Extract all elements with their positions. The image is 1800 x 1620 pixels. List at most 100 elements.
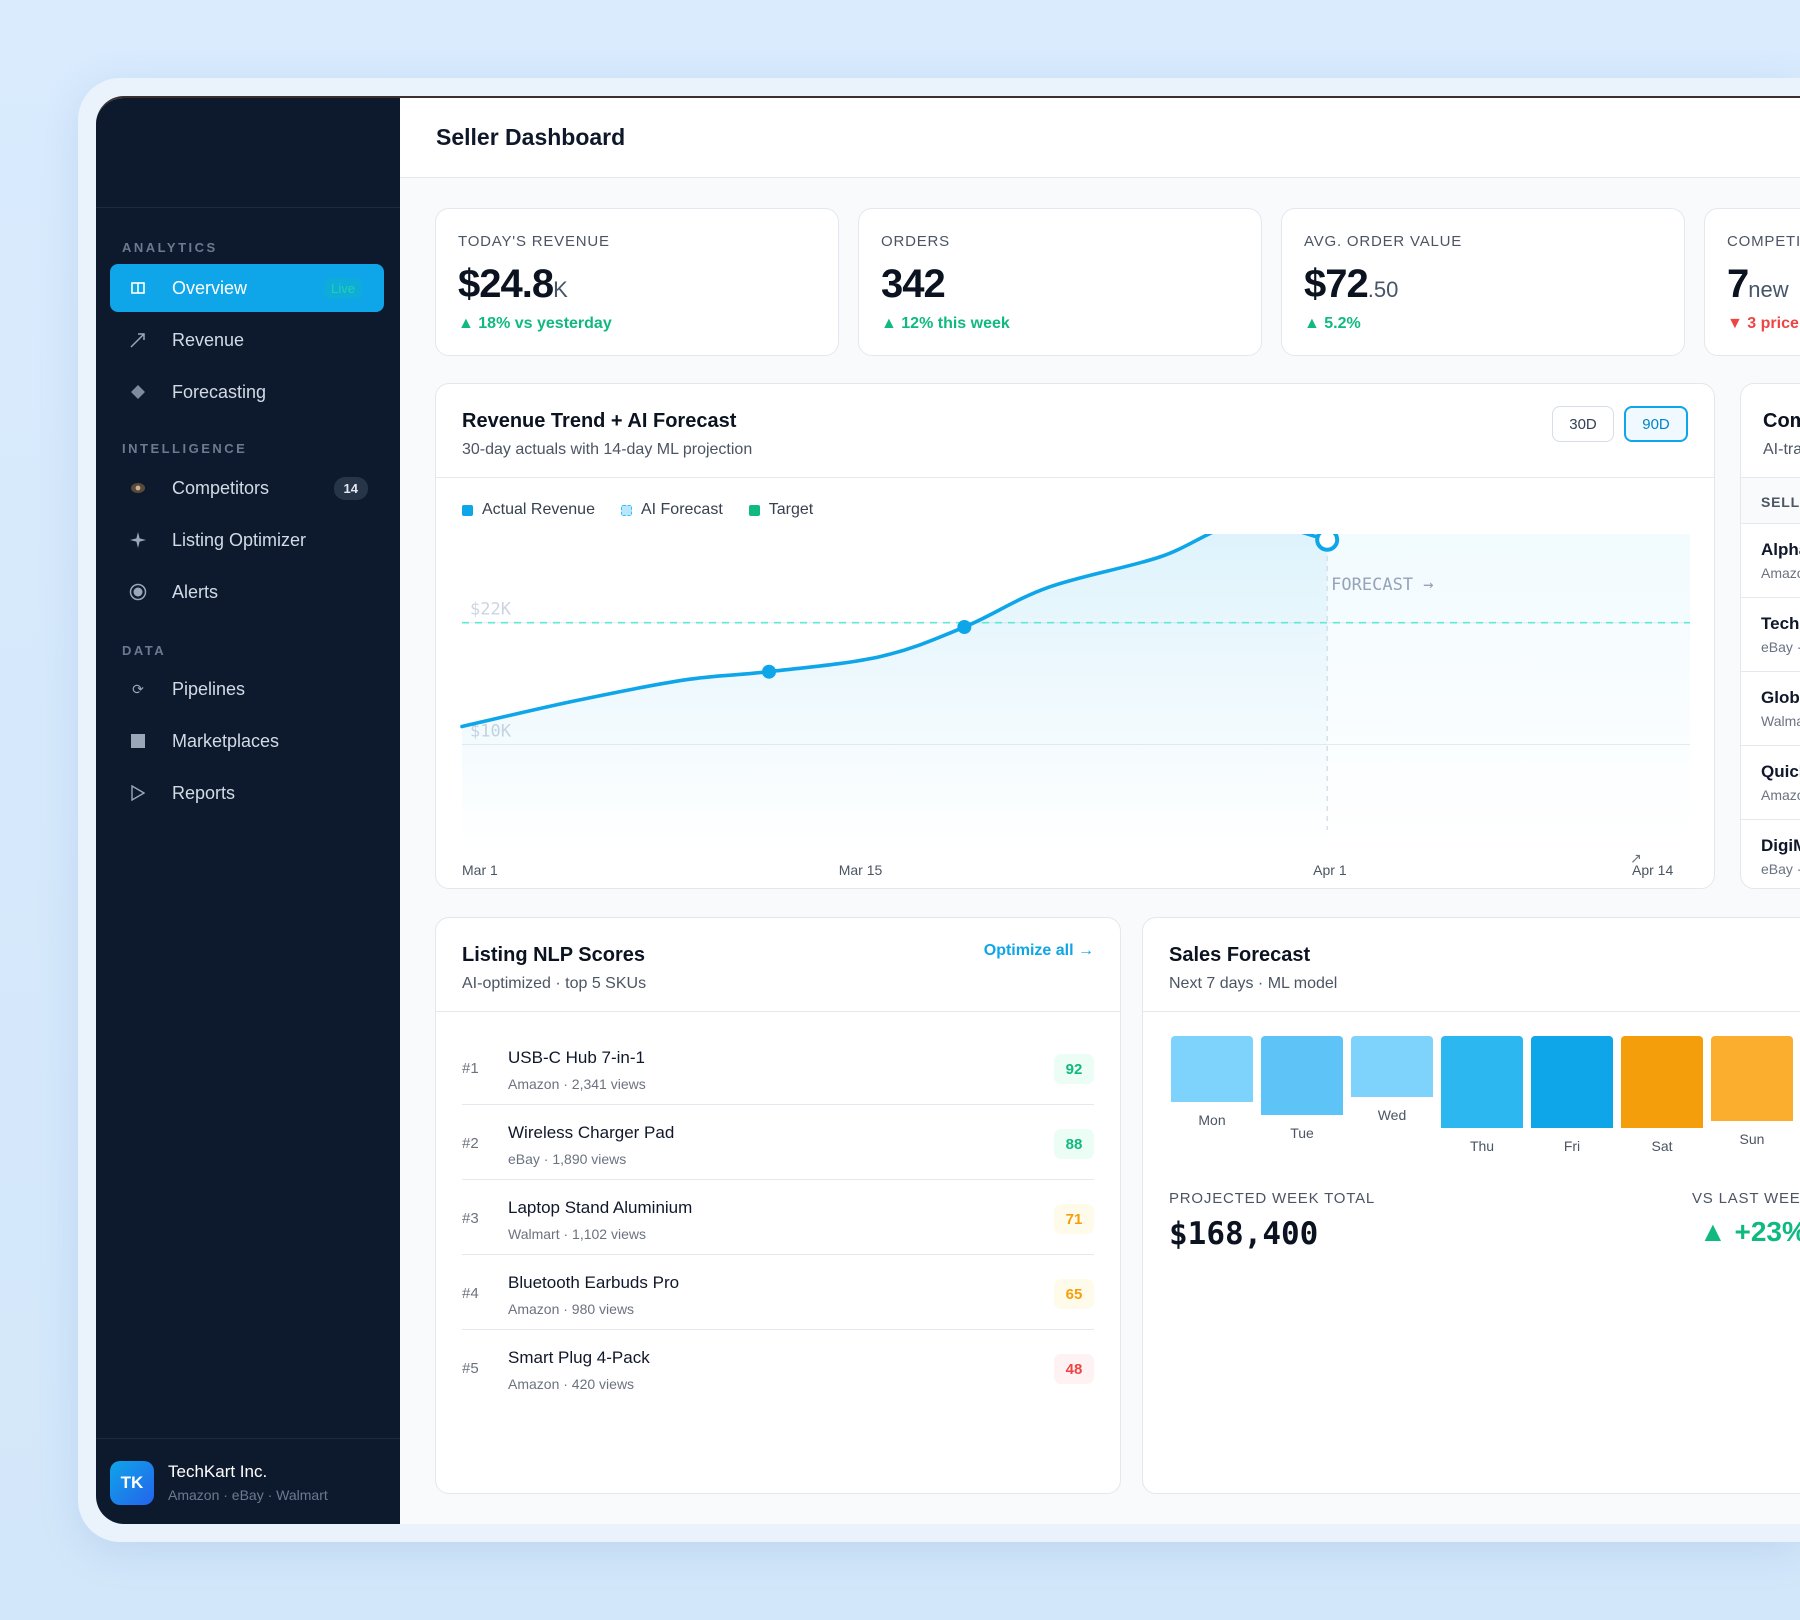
y-tick-label: $22K bbox=[470, 600, 512, 620]
sku-row[interactable]: #5 Smart Plug 4-Pack Amazon · 420 views 48 bbox=[462, 1330, 1094, 1405]
kpi-label: ORDERS bbox=[881, 233, 950, 250]
legend-label: Target bbox=[768, 501, 814, 518]
diamond-icon bbox=[128, 382, 148, 402]
competitor-row[interactable]: DigiM eBay · bbox=[1741, 820, 1800, 888]
competitor-market: Amazo bbox=[1761, 787, 1800, 803]
sidebar: ANALYTICS Overview Live Revenue Forecast… bbox=[96, 98, 400, 1524]
legend-swatch bbox=[748, 504, 760, 516]
vs-last-week-label: VS LAST WEEK bbox=[1692, 1190, 1800, 1207]
account-switcher[interactable]: TK TechKart Inc. Amazon · eBay · Walmart bbox=[96, 1438, 400, 1524]
card-subtitle: AI-tra bbox=[1763, 441, 1800, 458]
arrow-down-icon: ▼ bbox=[1727, 315, 1748, 332]
kpi-card-aov: AVG. ORDER VALUE $72.50 ▲ 5.2% bbox=[1281, 208, 1685, 356]
competitor-row[interactable]: Quick Amazo bbox=[1741, 746, 1800, 820]
optimize-all-link[interactable]: Optimize all → bbox=[983, 942, 1094, 959]
actual-revenue-line bbox=[460, 534, 1329, 729]
card-title: Listing NLP Scores bbox=[462, 944, 646, 966]
kpi-delta: ▲ 5.2% bbox=[1304, 315, 1662, 333]
kpi-value: $72.50 bbox=[1304, 262, 1662, 307]
nlp-scores-card: Listing NLP Scores AI-optimized · top 5 … bbox=[435, 917, 1121, 1494]
sidebar-item-listing-optimizer[interactable]: Listing Optimizer bbox=[110, 516, 384, 564]
sku-rank: #2 bbox=[462, 1135, 479, 1152]
sidebar-item-revenue[interactable]: Revenue bbox=[110, 316, 384, 364]
forecast-day-label: Sun bbox=[1739, 1131, 1765, 1147]
sidebar-item-reports[interactable]: Reports bbox=[110, 769, 384, 817]
sidebar-item-pipelines[interactable]: ⟳ Pipelines bbox=[110, 665, 384, 713]
sku-row[interactable]: #1 USB-C Hub 7-in-1 Amazon · 2,341 views 92 bbox=[462, 1030, 1094, 1105]
sku-row[interactable]: #3 Laptop Stand Aluminium Walmart · 1,102 … bbox=[462, 1180, 1094, 1255]
competitor-name: DigiM bbox=[1761, 836, 1800, 855]
competitor-market: eBay · bbox=[1761, 639, 1800, 655]
sku-row[interactable]: #2 Wireless Charger Pad eBay · 1,890 views… bbox=[462, 1105, 1094, 1180]
sku-name: Wireless Charger Pad bbox=[508, 1123, 675, 1142]
sku-name: USB-C Hub 7-in-1 bbox=[508, 1048, 645, 1067]
arrow-up-icon: ▲ bbox=[881, 315, 902, 332]
columns-icon bbox=[128, 278, 148, 298]
forecast-day-label: Mon bbox=[1198, 1112, 1226, 1128]
eye-icon bbox=[128, 478, 148, 498]
sidebar-item-alerts[interactable]: Alerts bbox=[110, 568, 384, 616]
card-title: Sales Forecast bbox=[1169, 944, 1311, 966]
legend-forecast: AI Forecast bbox=[620, 501, 723, 519]
forecast-bar[interactable] bbox=[1441, 1036, 1523, 1128]
sidebar-item-label: Reports bbox=[172, 782, 236, 803]
kpi-value: 7new bbox=[1727, 262, 1800, 307]
competitors-table-header: SELLE bbox=[1741, 478, 1800, 524]
sku-rank: #4 bbox=[462, 1285, 479, 1302]
forecast-bar[interactable] bbox=[1351, 1036, 1433, 1097]
kpi-card-revenue: TODAY'S REVENUE $24.8K ▲ 18% vs yesterda… bbox=[435, 208, 839, 356]
forecast-day-label: Thu bbox=[1469, 1138, 1495, 1154]
competitors-panel: Com AI-tra SELLE Alpha Amazo Techl eBay … bbox=[1740, 383, 1800, 889]
radio-icon bbox=[128, 582, 148, 602]
sidebar-item-forecasting[interactable]: Forecasting bbox=[110, 368, 384, 416]
kpi-unit: K bbox=[553, 277, 568, 302]
current-point bbox=[1315, 534, 1340, 552]
projected-total-label: PROJECTED WEEK TOTAL bbox=[1169, 1190, 1376, 1207]
topbar: Seller Dashboard bbox=[400, 98, 1800, 178]
kpi-delta: ▼ 3 price bbox=[1727, 315, 1800, 333]
sku-name: Smart Plug 4-Pack bbox=[508, 1348, 650, 1367]
data-point bbox=[762, 664, 776, 679]
expand-chart-icon[interactable]: ↗ bbox=[1630, 850, 1642, 866]
card-title: Revenue Trend + AI Forecast bbox=[462, 410, 737, 432]
forecast-bar[interactable] bbox=[1711, 1036, 1793, 1121]
sku-row[interactable]: #4 Bluetooth Earbuds Pro Amazon · 980 view… bbox=[462, 1255, 1094, 1330]
main-content: Seller Dashboard TODAY'S REVENUE $24.8K … bbox=[400, 98, 1800, 1524]
kpi-delta-text: 5.2% bbox=[1324, 315, 1361, 332]
card-title: Com bbox=[1763, 410, 1800, 432]
forecast-bar[interactable] bbox=[1531, 1036, 1613, 1128]
sidebar-item-label: Alerts bbox=[172, 581, 219, 602]
competitor-row[interactable]: Alpha Amazo bbox=[1741, 524, 1800, 598]
sidebar-item-competitors[interactable]: Competitors 14 bbox=[110, 464, 384, 512]
sku-name: Bluetooth Earbuds Pro bbox=[508, 1273, 680, 1292]
forecast-bar[interactable] bbox=[1261, 1036, 1343, 1115]
forecast-bar[interactable] bbox=[1621, 1036, 1703, 1128]
forecast-bar[interactable] bbox=[1171, 1036, 1253, 1102]
x-tick-label: Apr 14 bbox=[1632, 862, 1673, 878]
kpi-unit: new bbox=[1748, 277, 1789, 302]
legend-label: Actual Revenue bbox=[482, 501, 595, 518]
competitor-row[interactable]: Techl eBay · bbox=[1741, 598, 1800, 672]
range-30d-button[interactable]: 30D bbox=[1552, 406, 1614, 442]
kpi-number: $24.8 bbox=[458, 262, 554, 306]
play-icon bbox=[128, 783, 148, 803]
kpi-card-orders: ORDERS 342 ▲ 12% this week bbox=[858, 208, 1262, 356]
kpi-value: $24.8K bbox=[458, 262, 816, 307]
kpi-label: COMPETI bbox=[1727, 233, 1800, 250]
range-90d-button[interactable]: 90D bbox=[1624, 406, 1688, 442]
sidebar-item-marketplaces[interactable]: Marketplaces bbox=[110, 717, 384, 765]
legend-target: Target bbox=[748, 501, 814, 519]
competitor-name: Globa bbox=[1761, 688, 1800, 707]
revenue-trend-card: Revenue Trend + AI Forecast 30-day actua… bbox=[435, 383, 1715, 889]
live-badge: Live bbox=[324, 277, 362, 299]
kpi-number: $72 bbox=[1304, 262, 1369, 306]
card-subtitle: 30-day actuals with 14-day ML projection bbox=[462, 441, 753, 458]
sidebar-item-overview[interactable]: Overview Live bbox=[110, 264, 384, 312]
kpi-label: AVG. ORDER VALUE bbox=[1304, 233, 1463, 250]
data-point bbox=[957, 620, 972, 635]
competitor-row[interactable]: Globa Walma bbox=[1741, 672, 1800, 746]
competitor-market: Amazo bbox=[1761, 565, 1800, 581]
nlp-score-badge: 88 bbox=[1054, 1129, 1094, 1159]
forecast-day-label: Sat bbox=[1651, 1138, 1673, 1154]
